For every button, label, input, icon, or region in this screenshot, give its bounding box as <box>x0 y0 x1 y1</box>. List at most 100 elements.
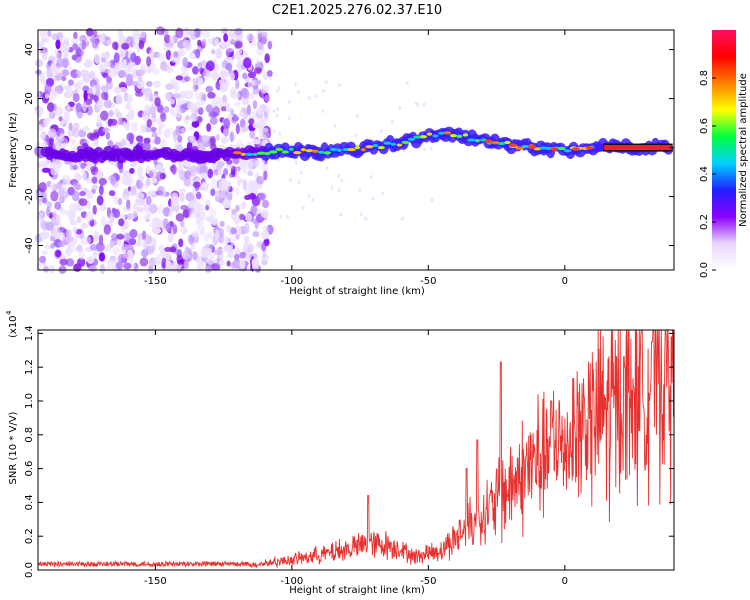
ridge-core-point <box>365 145 374 149</box>
noise-point <box>103 224 111 235</box>
noise-point <box>148 49 155 58</box>
noise-point <box>98 36 106 43</box>
noise-point <box>111 41 118 50</box>
noise-point <box>143 87 153 97</box>
noise-point <box>37 124 45 131</box>
noise-point <box>72 226 77 234</box>
noise-point <box>163 91 172 101</box>
noise-point <box>54 249 62 258</box>
noise-point <box>60 42 67 54</box>
noise-point <box>210 71 220 81</box>
noise-point <box>104 244 112 253</box>
noise-point <box>141 230 147 240</box>
noise-point <box>196 215 202 225</box>
noise-point <box>140 124 147 134</box>
noise-point <box>52 229 62 239</box>
ridge-hot-point <box>484 139 493 143</box>
ridge-core-point <box>305 148 314 153</box>
noise-point <box>197 78 204 86</box>
noise-point <box>61 174 71 183</box>
noise-point <box>112 247 121 256</box>
noise-point <box>72 43 78 51</box>
noise-point <box>46 114 52 124</box>
noise-point <box>76 216 82 224</box>
spectrogram-frame <box>37 29 675 271</box>
ridge-core-point <box>438 131 445 135</box>
noise-point <box>38 255 46 264</box>
noise-point <box>264 94 271 103</box>
noise-point <box>135 79 145 90</box>
noise-point <box>117 117 123 126</box>
noise-point <box>161 257 167 269</box>
noise-point <box>223 33 228 43</box>
noise-point <box>137 242 146 248</box>
noise-point <box>79 191 86 197</box>
snr-y-tick-label: 0.2 <box>24 528 35 544</box>
noise-point <box>231 208 237 215</box>
noise-point <box>226 190 233 202</box>
noise-point <box>106 39 113 46</box>
noise-point <box>124 232 129 243</box>
noise-point <box>173 51 179 58</box>
chart-title: C2E1.2025.276.02.37.E10 <box>272 3 442 18</box>
noise-point <box>56 58 66 68</box>
noise-point <box>132 39 139 49</box>
noise-point <box>41 161 50 167</box>
noise-point <box>148 168 158 179</box>
noise-point <box>239 118 246 129</box>
noise-point <box>191 230 200 238</box>
noise-point <box>165 65 174 74</box>
noise-point <box>69 220 78 226</box>
ridge-core-point <box>413 135 422 139</box>
noise-point <box>43 36 50 43</box>
noise-point <box>144 95 150 102</box>
noise-point <box>165 83 174 91</box>
noise-point <box>157 203 165 215</box>
noise-point <box>168 211 173 218</box>
noise-point <box>172 224 178 235</box>
noise-point <box>45 206 51 217</box>
noise-point <box>248 111 257 120</box>
noise-point <box>121 43 130 50</box>
noise-point <box>369 174 373 179</box>
noise-point <box>230 108 235 116</box>
snr-x-tick-label: 0 <box>562 576 568 587</box>
noise-point <box>195 48 201 59</box>
noise-point <box>297 180 301 185</box>
noise-point <box>206 123 212 132</box>
noise-point <box>59 258 68 266</box>
noise-point <box>239 259 246 269</box>
noise-point <box>137 199 147 207</box>
ridge-core-point <box>563 149 572 153</box>
noise-point <box>245 251 252 261</box>
noise-point <box>202 181 207 188</box>
noise-point <box>155 26 165 35</box>
noise-point <box>126 199 131 210</box>
spectrogram-y-tick-label: 0 <box>24 144 35 150</box>
noise-point <box>223 127 229 137</box>
noise-point <box>221 27 228 35</box>
noise-point <box>275 113 279 118</box>
spectrogram-x-tick-label: -150 <box>144 276 167 287</box>
noise-point <box>51 33 60 41</box>
noise-point <box>240 126 249 133</box>
noise-point <box>87 256 95 265</box>
noise-point <box>73 263 82 272</box>
noise-point <box>155 253 161 263</box>
noise-point <box>108 110 114 117</box>
noise-point <box>197 107 204 116</box>
spectrogram-y-tick-label: -40 <box>24 237 35 253</box>
noise-point <box>121 243 129 251</box>
spectrogram-ridge <box>40 126 674 164</box>
noise-point <box>175 213 185 222</box>
noise-point <box>191 120 200 128</box>
noise-point <box>66 104 71 111</box>
noise-point <box>182 209 190 219</box>
noise-point <box>206 257 215 266</box>
noise-point <box>209 208 217 218</box>
noise-point <box>59 132 65 142</box>
noise-point <box>215 47 223 59</box>
noise-point <box>189 135 196 142</box>
noise-point <box>256 48 264 56</box>
